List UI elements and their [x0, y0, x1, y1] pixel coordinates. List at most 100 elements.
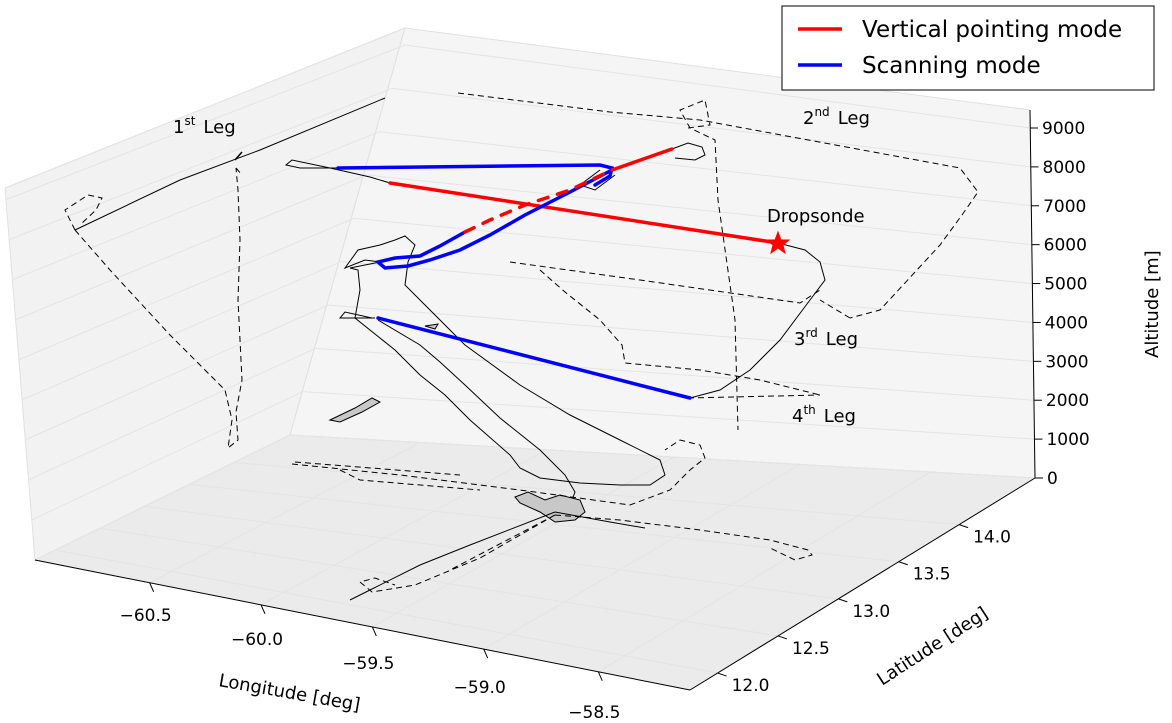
scan-leg4	[376, 316, 692, 400]
x-tick	[597, 671, 603, 682]
track-leg1-line	[74, 97, 386, 231]
y-tick	[898, 561, 908, 566]
z-grid-line	[18, 217, 355, 361]
x-axis-line	[34, 559, 691, 691]
x-tick-label: −59.0	[454, 678, 506, 698]
y-grid-line	[55, 549, 718, 674]
x-tick-label: −60.5	[120, 606, 172, 626]
z-grid-line	[392, 87, 1031, 168]
island-a	[328, 397, 382, 423]
z-tick-label: 9000	[1042, 119, 1085, 139]
dropsonde-marker	[765, 230, 791, 255]
vertical-leg1-upper	[610, 147, 674, 172]
y-axis-label: Latitude [deg]	[873, 603, 992, 690]
x-tick-label: −60.0	[231, 630, 283, 650]
z-grid-line	[404, 44, 1031, 129]
x-tick	[149, 582, 155, 592]
track-upper	[284, 142, 826, 399]
y-grid-line	[99, 527, 779, 637]
z-grid-line	[379, 131, 1032, 207]
x-tick	[371, 626, 377, 637]
y-tick-label: 13.5	[913, 565, 951, 585]
y-tick-label: 14.0	[973, 528, 1011, 548]
z-grid-line	[11, 131, 380, 281]
leg3-label: 3rd Leg	[794, 326, 858, 350]
z-grid-line	[28, 347, 316, 481]
track-traces	[64, 92, 979, 601]
legend: Vertical pointing mode Scanning mode	[781, 5, 1155, 91]
leg4-label: 4th Leg	[792, 403, 856, 427]
y-tick	[717, 672, 727, 677]
y-axis-line	[689, 477, 1036, 691]
x-grid-line	[260, 449, 548, 606]
y-grid-line	[233, 462, 960, 526]
x-tick-label: −58.5	[568, 703, 620, 723]
z-grid-line	[24, 304, 329, 441]
z-grid-line	[289, 434, 1036, 479]
z-grid-line	[31, 391, 303, 521]
flight-legs	[336, 147, 780, 400]
x-tick-label: −59.5	[342, 654, 394, 674]
z-grid-line	[21, 261, 342, 401]
z-tick-label: 3000	[1045, 352, 1088, 372]
z-grid-line	[8, 87, 393, 241]
z-grid-line	[315, 347, 1034, 401]
track-projection-left	[64, 167, 243, 450]
z-grid-line	[302, 391, 1035, 440]
z-tick-label: 5000	[1044, 275, 1087, 295]
track-leg1-tick	[234, 151, 243, 161]
track-leg4-proj	[687, 394, 821, 399]
y-tick-label: 13.0	[852, 602, 890, 622]
z-grid-line	[366, 174, 1032, 246]
x-grid-line	[149, 442, 421, 584]
x-grid-line	[598, 471, 931, 673]
x-grid-line	[483, 464, 801, 650]
leg2-label: 2nd Leg	[803, 105, 870, 129]
track-projection-floor	[291, 439, 813, 593]
z-tick-label: 7000	[1043, 197, 1086, 217]
dropsonde-label: Dropsonde	[767, 206, 865, 227]
y-grid-line	[189, 483, 899, 563]
z-grid-line	[14, 174, 367, 321]
z-grid-line	[328, 304, 1034, 362]
x-tick	[260, 604, 266, 615]
z-tick-label: 0	[1047, 469, 1058, 489]
z-tick-label: 4000	[1045, 313, 1088, 333]
z-grid-line	[34, 434, 291, 561]
track-descent-2	[377, 319, 576, 506]
vertical-leg2	[388, 181, 780, 245]
legend-box	[781, 5, 1155, 91]
y-ticks: 12.0 12.5 13.0 13.5 14.0	[717, 524, 1011, 696]
z-grid-line	[4, 44, 406, 201]
scan-leg1-descent	[374, 168, 614, 270]
z-tick-label: 8000	[1043, 158, 1086, 178]
y-tick	[838, 598, 848, 603]
leg1-label: 1st Leg	[173, 114, 236, 138]
x-tick	[483, 648, 489, 659]
z-ticks: 0 1000 2000 3000 4000 5000 6000 7000 8000 9000	[1030, 119, 1090, 489]
y-tick	[958, 524, 969, 529]
x-ticks: −60.5 −60.0 −59.5 −59.0 −58.5	[120, 582, 620, 723]
track-descent	[338, 169, 666, 486]
legend-label-vertical: Vertical pointing mode	[862, 17, 1122, 43]
scan-leg1	[336, 163, 615, 187]
mixed-leg-dashes	[463, 168, 614, 234]
y-grid-line	[144, 505, 839, 600]
x-axis-label: Longitude [deg]	[217, 670, 362, 716]
track-leg3-proj	[539, 269, 821, 396]
z-tick-label: 2000	[1046, 391, 1089, 411]
z-tick-label: 6000	[1044, 236, 1087, 256]
z-axis-label: Altitude [m]	[1142, 250, 1163, 358]
y-tick-label: 12.5	[792, 639, 830, 659]
z-grid-line	[341, 261, 1033, 323]
pane-back	[289, 27, 1036, 479]
y-tick-label: 12.0	[732, 676, 770, 696]
island-b	[424, 323, 439, 330]
z-tick-label: 1000	[1046, 430, 1089, 450]
grid-lines	[4, 44, 1036, 674]
track-floor-solid	[349, 511, 646, 601]
z-axis-line	[1029, 109, 1036, 479]
axis-lines	[34, 109, 1036, 691]
y-tick	[777, 635, 788, 640]
